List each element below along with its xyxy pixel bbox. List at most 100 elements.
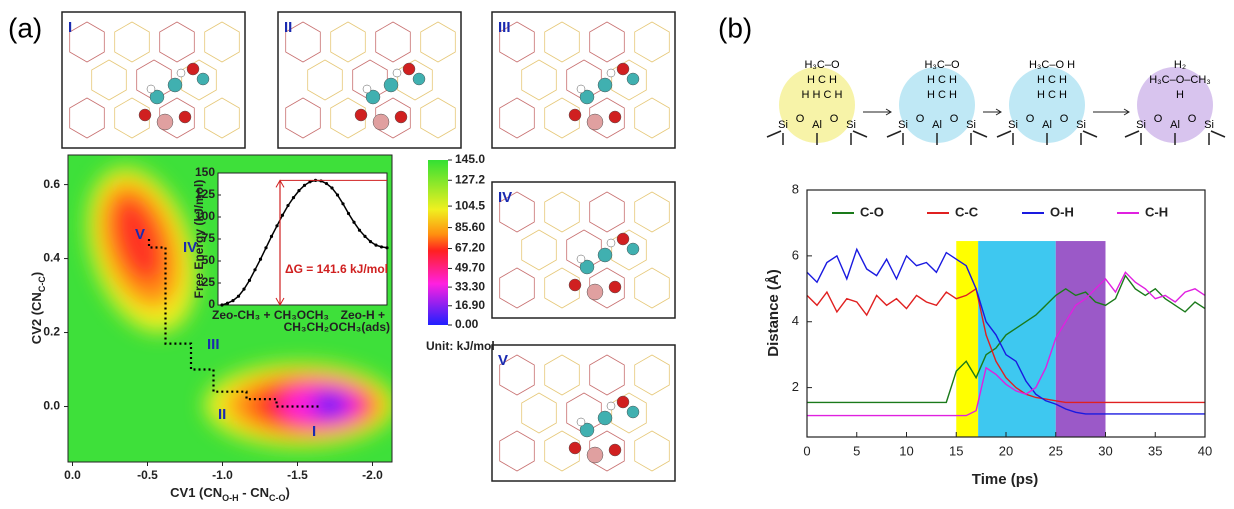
atom bbox=[187, 63, 199, 75]
axis-label-part: CV1 (CN bbox=[170, 485, 222, 500]
atom bbox=[598, 248, 612, 262]
atom bbox=[607, 402, 615, 410]
x-tick-label: 25 bbox=[1049, 443, 1063, 458]
curve-point bbox=[231, 299, 234, 302]
snapshot-label: IV bbox=[498, 189, 512, 206]
atom bbox=[607, 239, 615, 247]
curve-point bbox=[292, 196, 295, 199]
curve-point bbox=[270, 235, 273, 238]
atom bbox=[609, 281, 621, 293]
y-tick-label: 0.6 bbox=[43, 177, 60, 191]
colorbar-tick-label: 127.2 bbox=[455, 172, 485, 186]
x-tick-label: 40 bbox=[1198, 443, 1212, 458]
y-tick-label: 0.2 bbox=[43, 325, 60, 339]
framework-atom: Al bbox=[812, 119, 822, 131]
x-tick-label: 20 bbox=[999, 443, 1013, 458]
atom bbox=[177, 69, 185, 77]
molecule-text: H C H bbox=[807, 74, 837, 86]
y-tick-label: 4 bbox=[792, 313, 799, 328]
colorbar bbox=[428, 160, 448, 325]
snapshot-label: II bbox=[284, 19, 292, 36]
x-tick-label: 15 bbox=[949, 443, 963, 458]
atom bbox=[569, 109, 581, 121]
x-tick-label: -1.0 bbox=[212, 468, 233, 482]
framework-atom: Si bbox=[966, 119, 976, 131]
axis-label-part: C-C bbox=[37, 276, 47, 292]
molecule-text: H₂ bbox=[1174, 59, 1186, 71]
y-tick-label: 2 bbox=[792, 379, 799, 394]
y-tick-label: 0.4 bbox=[43, 251, 60, 265]
stage-region bbox=[978, 241, 1056, 437]
axis-label-part: CV2 (CN bbox=[29, 292, 44, 344]
curve-point bbox=[385, 246, 388, 249]
curve-point bbox=[242, 288, 245, 291]
atom bbox=[393, 69, 401, 77]
snapshot-label: III bbox=[498, 19, 511, 36]
framework-atom: O bbox=[950, 113, 959, 125]
snapshot: I bbox=[62, 12, 245, 148]
x-tick-label: -2.0 bbox=[362, 468, 383, 482]
curve-point bbox=[286, 204, 289, 207]
snapshot-frame bbox=[492, 182, 675, 318]
snapshot: II bbox=[278, 12, 461, 148]
molecule-text: H₃C–O H bbox=[1029, 59, 1075, 71]
atom bbox=[157, 114, 173, 130]
atom bbox=[617, 396, 629, 408]
panel-label: (a) bbox=[8, 12, 42, 43]
molecule-text: H H C H bbox=[802, 89, 843, 101]
annotation: ΔG = 141.6 kJ/mol bbox=[285, 262, 388, 276]
curve-point bbox=[341, 202, 344, 205]
y-tick-label: 150 bbox=[195, 165, 215, 179]
state-label: II bbox=[218, 406, 226, 423]
curve-point bbox=[319, 179, 322, 182]
x-tick-label: -0.5 bbox=[137, 468, 158, 482]
x-tick-label: 10 bbox=[899, 443, 913, 458]
atom bbox=[609, 444, 621, 456]
snapshot-frame bbox=[492, 12, 675, 148]
framework-atom: O bbox=[1060, 113, 1069, 125]
curve-point bbox=[259, 258, 262, 261]
framework-bonds bbox=[767, 131, 867, 145]
stage-region bbox=[956, 241, 978, 437]
axis-label: Distance (Å) bbox=[765, 269, 782, 357]
atom bbox=[587, 284, 603, 300]
curve-point bbox=[330, 186, 333, 189]
snapshot-label: I bbox=[68, 19, 72, 36]
curve-point bbox=[336, 193, 339, 196]
molecule-text: H C H bbox=[927, 74, 957, 86]
curve-point bbox=[374, 244, 377, 247]
end-label: CH₃CH₂OCH₃(ads) bbox=[284, 320, 390, 334]
atom bbox=[384, 78, 398, 92]
molecule-text: H bbox=[1176, 89, 1184, 101]
curve-point bbox=[281, 214, 284, 217]
x-tick-label: 0.0 bbox=[64, 468, 81, 482]
atom bbox=[168, 78, 182, 92]
atom bbox=[413, 73, 425, 85]
curve-point bbox=[237, 295, 240, 298]
x-tick-label: 5 bbox=[853, 443, 860, 458]
atom bbox=[587, 114, 603, 130]
curve-point bbox=[358, 229, 361, 232]
atom bbox=[147, 85, 155, 93]
atom bbox=[139, 109, 151, 121]
curve-point bbox=[253, 268, 256, 271]
curve-point bbox=[220, 303, 223, 306]
panel-label: (b) bbox=[718, 12, 752, 43]
framework-atom: Al bbox=[1042, 119, 1052, 131]
atom bbox=[403, 63, 415, 75]
axis-label-part: - CN bbox=[239, 485, 269, 500]
axis-label-part: ) bbox=[29, 272, 44, 276]
x-tick-label: 35 bbox=[1148, 443, 1162, 458]
x-tick-label: 0 bbox=[803, 443, 810, 458]
y-tick-label: 6 bbox=[792, 247, 799, 262]
framework-bonds bbox=[997, 131, 1097, 145]
axis-label-part: C-O bbox=[269, 493, 286, 503]
curve-point bbox=[303, 184, 306, 187]
scheme-arrow bbox=[863, 109, 891, 115]
axis-label-part: O-H bbox=[222, 493, 239, 503]
atom bbox=[627, 406, 639, 418]
atom bbox=[373, 114, 389, 130]
framework-atom: O bbox=[1026, 113, 1035, 125]
molecule-text: H C H bbox=[927, 89, 957, 101]
energy-well bbox=[312, 393, 348, 417]
